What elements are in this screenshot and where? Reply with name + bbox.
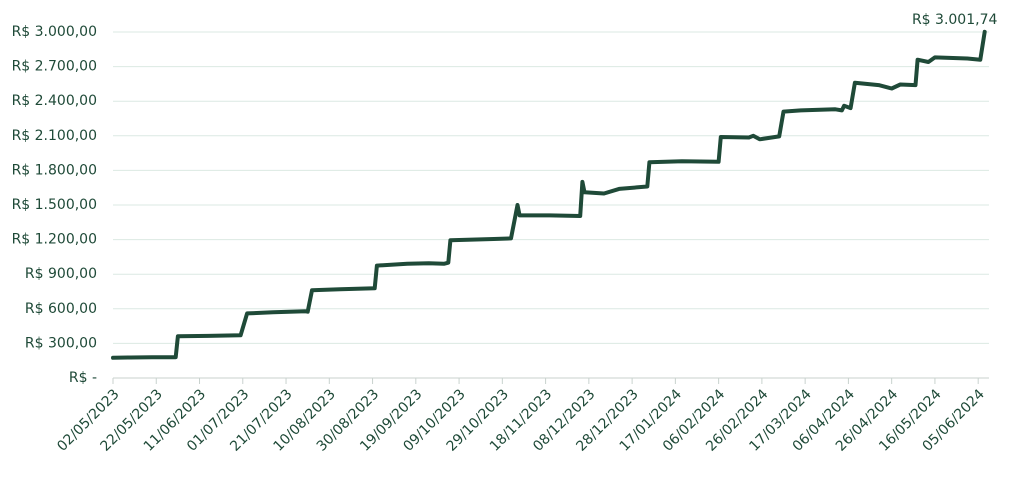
y-tick-label: R$ 2.400,00 bbox=[12, 93, 97, 109]
y-tick-label: R$ 1.500,00 bbox=[12, 197, 97, 213]
y-tick-label: R$ 2.100,00 bbox=[12, 128, 97, 144]
y-tick-label: R$ 2.700,00 bbox=[12, 59, 97, 75]
line bbox=[111, 29, 987, 360]
y-tick-label: R$ 1.800,00 bbox=[12, 162, 97, 178]
y-tick-label: R$ 3.000,00 bbox=[12, 24, 97, 40]
y-tick-label: R$ 1.200,00 bbox=[12, 232, 97, 248]
y-tick-label: R$ 600,00 bbox=[25, 301, 97, 317]
y-tick-label: R$ 900,00 bbox=[25, 266, 97, 282]
annotation: R$ 3.001,74 bbox=[912, 12, 998, 28]
y-tick-label: R$ - bbox=[69, 370, 97, 386]
y-tick-label: R$ 300,00 bbox=[25, 335, 97, 351]
